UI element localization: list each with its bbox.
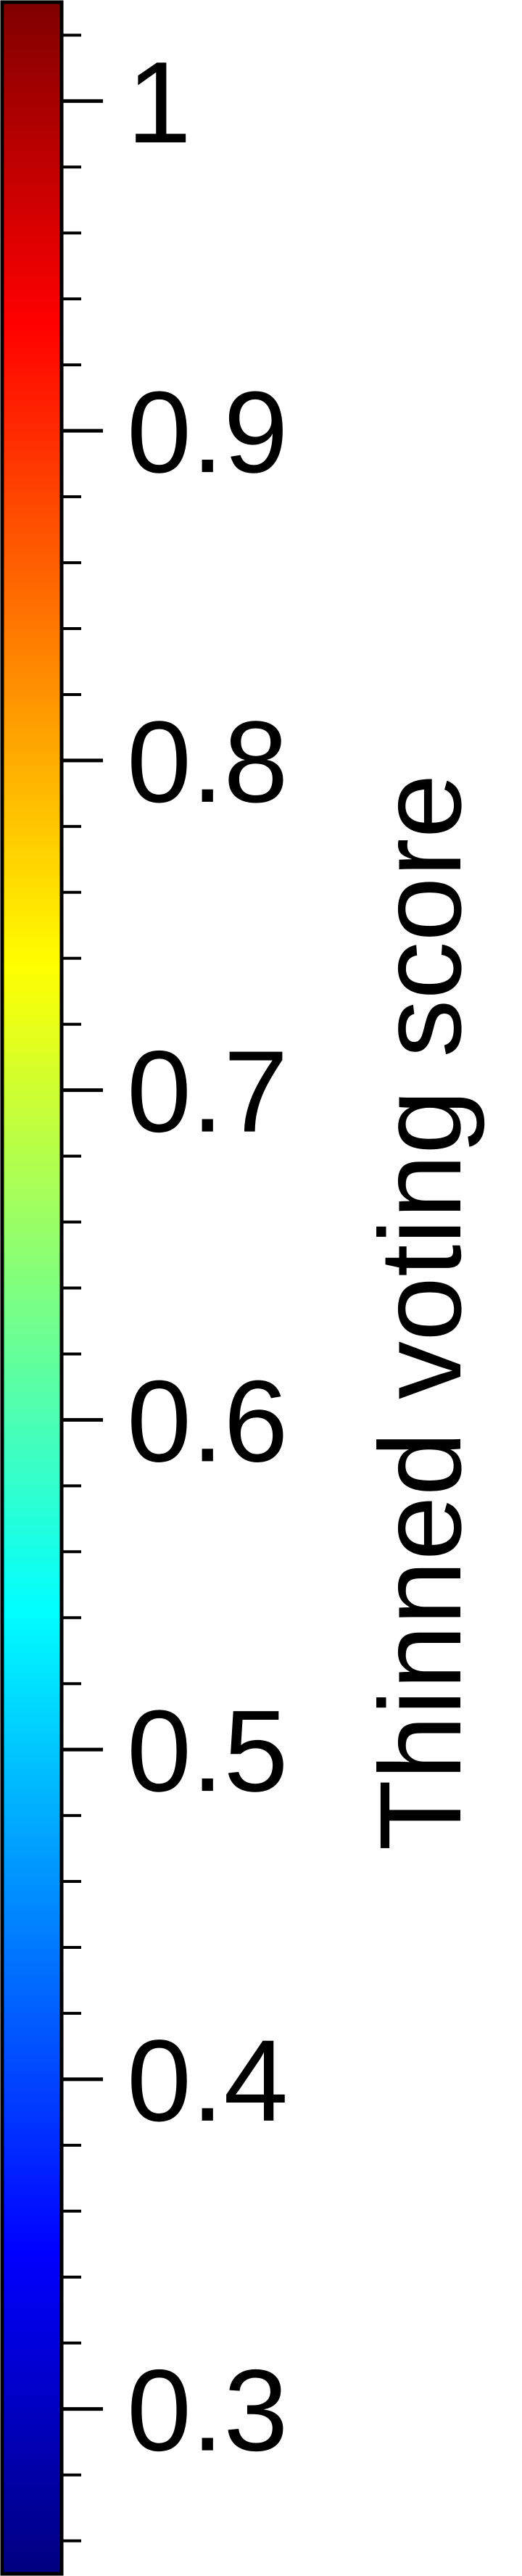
tick-labels: 0.3 0.4 0.5 0.6 0.7 0.8 0.9 1 <box>127 37 288 2474</box>
colorbar-gradient <box>2 2 62 2574</box>
colorbar-label: Thinned voting score <box>355 774 485 1850</box>
tick-label: 0.8 <box>127 697 288 827</box>
tick-label: 1 <box>127 37 191 167</box>
minor-ticks <box>61 33 81 2543</box>
tick-label: 0.7 <box>127 1027 288 1156</box>
tick-label: 0.9 <box>127 367 288 497</box>
colorbar-frame <box>0 0 64 2576</box>
tick-label: 0.6 <box>127 1356 288 1486</box>
tick-label: 0.3 <box>127 2345 288 2475</box>
major-ticks <box>61 99 103 2411</box>
tick-label: 0.4 <box>127 2016 288 2145</box>
tick-label: 0.5 <box>127 1686 288 1815</box>
